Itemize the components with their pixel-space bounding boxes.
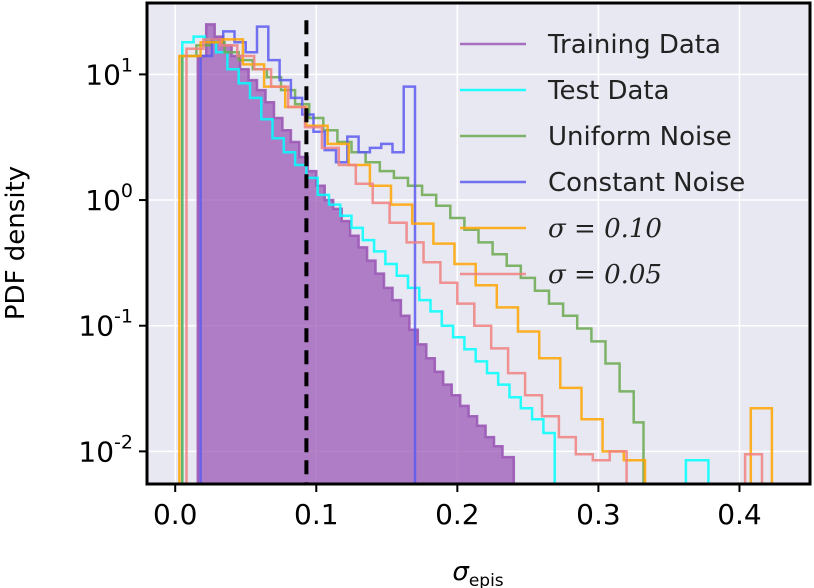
x-axis-label-subscript: epis (469, 571, 504, 588)
y-tick-base: 10 (85, 184, 121, 217)
y-tick-label: 101 (85, 54, 133, 91)
legend-label-0: Training Data (547, 30, 721, 60)
legend-label-3: Constant Noise (548, 168, 745, 198)
series-layer (178, 23, 774, 486)
legend-label-4: σ = 0.10 (548, 214, 662, 244)
y-tick-base: 10 (85, 58, 121, 91)
plot-frame (145, 1, 812, 486)
x-tick-label: 0.4 (717, 498, 762, 531)
y-tick-label: 10-2 (78, 431, 133, 468)
legend-label-1: Test Data (547, 76, 670, 106)
y-axis-label: PDF density (1, 166, 31, 320)
x-tick-label: 0.0 (153, 498, 198, 531)
x-axis-label-symbol: σ (452, 557, 470, 587)
y-tick-label: 10-1 (78, 306, 133, 343)
y-tick-exponent: 0 (121, 180, 133, 202)
legend-label-5: σ = 0.05 (548, 260, 662, 290)
x-tick-label: 0.3 (576, 498, 621, 531)
y-tick-label: 100 (85, 180, 133, 217)
legend-label-2: Uniform Noise (548, 122, 732, 152)
x-tick-label: 0.1 (294, 498, 339, 531)
series-1-line (684, 458, 710, 484)
y-tick-exponent: 1 (121, 54, 133, 76)
x-axis-label: σepis (452, 557, 503, 588)
y-tick-base: 10 (78, 435, 114, 468)
y-tick-exponent: -2 (114, 431, 133, 453)
series-5-line (743, 452, 764, 484)
x-tick-label: 0.2 (435, 498, 480, 531)
y-tick-exponent: -1 (114, 306, 133, 328)
series-4-line (749, 407, 774, 484)
series-5-line (185, 38, 628, 484)
legend: Training Data Test Data Uniform Noise Const… (460, 30, 745, 290)
series-1-line (181, 35, 556, 484)
y-tick-base: 10 (78, 310, 114, 343)
